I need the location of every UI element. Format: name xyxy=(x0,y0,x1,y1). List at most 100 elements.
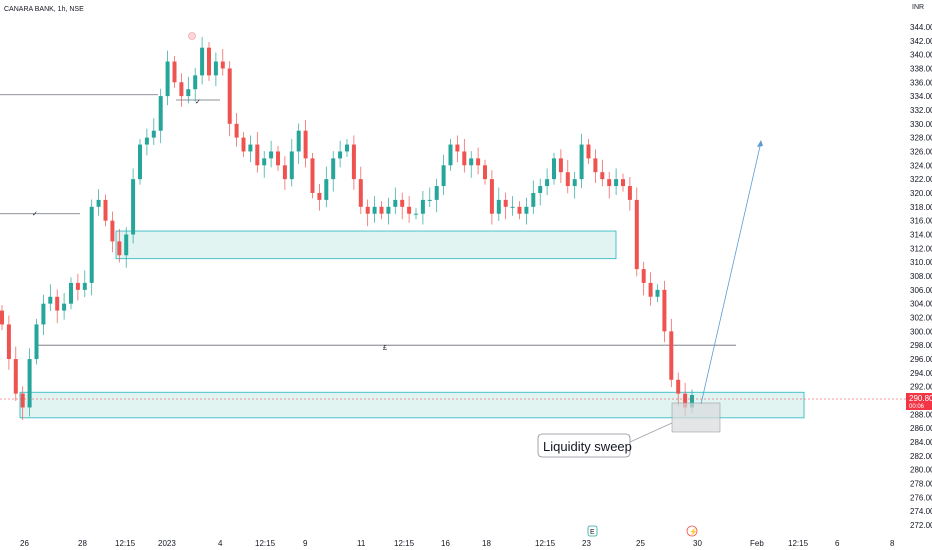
price-tick-label: 318.00 xyxy=(910,203,932,212)
candle-body xyxy=(552,158,556,180)
candle-body xyxy=(503,199,508,207)
candle-body xyxy=(27,359,32,408)
price-tick-label: 282.00 xyxy=(910,452,932,461)
candle-body xyxy=(62,303,67,311)
candle-body xyxy=(372,206,377,214)
candle-body xyxy=(6,324,11,360)
candle-body xyxy=(213,61,218,76)
candle-body xyxy=(262,158,267,166)
candle-body xyxy=(103,199,108,221)
price-tick-label: 278.00 xyxy=(910,480,932,489)
candle-body xyxy=(496,199,501,214)
time-tick-label: 9 xyxy=(303,539,308,548)
candle-body xyxy=(55,296,60,311)
candle-body xyxy=(558,158,563,173)
price-tick-label: 306.00 xyxy=(910,286,932,295)
candle-body xyxy=(365,206,370,214)
candle-body xyxy=(200,47,205,76)
price-tick-label: 334.00 xyxy=(910,92,932,101)
candle-body xyxy=(538,186,543,193)
candle-body xyxy=(75,282,80,290)
candle-body xyxy=(434,186,439,200)
checkmark-label-1: ✓ xyxy=(195,99,201,106)
candle-body xyxy=(0,310,4,325)
candle-body xyxy=(317,192,322,200)
time-tick-label: 30 xyxy=(693,539,702,548)
last-price-countdown: 00:06 xyxy=(909,404,925,410)
time-axis[interactable]: 26 28 12:15 2023 4 12:15 9 11 12:15 16 18 12:15 23 25… xyxy=(20,539,895,548)
price-tick-label: 284.00 xyxy=(910,438,932,447)
candle-body xyxy=(110,220,115,242)
price-tick-label: 286.00 xyxy=(910,424,932,433)
sweep-box[interactable] xyxy=(671,402,721,433)
candle-body xyxy=(593,158,598,173)
price-tick-label: 274.00 xyxy=(910,507,932,516)
candle-body xyxy=(427,199,432,201)
candle-body xyxy=(248,144,253,152)
price-tick-label: 332.00 xyxy=(910,106,932,115)
time-tick-label: 12:15 xyxy=(115,539,136,548)
price-tick-label: 272.00 xyxy=(910,521,932,530)
candle-body xyxy=(545,179,550,187)
candle-body xyxy=(144,137,149,145)
earnings-badge-icon[interactable] xyxy=(587,525,598,537)
candle-body xyxy=(462,151,467,166)
candle-body xyxy=(393,199,398,207)
candle-body xyxy=(138,144,142,180)
time-tick-label: 4 xyxy=(218,539,223,548)
candle-body xyxy=(158,96,163,131)
candle-body xyxy=(96,199,101,207)
candle-body xyxy=(448,144,453,166)
price-tick-label: 326.00 xyxy=(910,147,932,156)
candle-body xyxy=(331,158,336,180)
liquidity-sweep-callout[interactable] xyxy=(537,433,631,458)
projection-arrow-head xyxy=(757,140,763,147)
candle-body xyxy=(165,61,170,97)
candle-body xyxy=(476,158,481,166)
candle-body xyxy=(172,61,177,83)
price-tick-label: 320.00 xyxy=(910,189,932,198)
candle-body xyxy=(20,393,25,408)
candle-body xyxy=(220,61,225,69)
candle-body xyxy=(193,75,198,90)
price-tick-label: 322.00 xyxy=(910,175,932,184)
currency-label: INR xyxy=(912,4,924,11)
candle-body xyxy=(234,123,239,138)
last-price-badge xyxy=(906,393,932,410)
candle-body xyxy=(241,137,246,152)
demand-zone-upper[interactable] xyxy=(115,230,617,260)
price-tick-label: 340.00 xyxy=(910,51,932,60)
symbol-title: CANARA BANK, 1h, NSE xyxy=(4,6,84,13)
candle-body xyxy=(269,151,274,159)
candle-body xyxy=(517,206,522,214)
price-tick-label: 294.00 xyxy=(910,369,932,378)
candle-body xyxy=(469,158,474,166)
price-tick-label: 316.00 xyxy=(910,217,932,226)
price-axis[interactable]: 344.00 342.00 340.00 338.00 336.00 334.00 332.… xyxy=(910,23,932,530)
projection-arrow-line[interactable] xyxy=(700,141,762,405)
price-tick-label: 308.00 xyxy=(910,272,932,281)
candle-body xyxy=(282,165,287,180)
time-tick-label: 28 xyxy=(78,539,87,548)
candle-body xyxy=(648,282,653,297)
time-tick-label: Feb xyxy=(750,539,764,548)
high-marker-icon[interactable] xyxy=(188,32,196,40)
candle-body xyxy=(683,393,688,408)
dividend-badge-icon[interactable] xyxy=(686,525,698,537)
price-tick-label: 342.00 xyxy=(910,37,932,46)
candle-body xyxy=(13,359,18,394)
price-tick-label: 300.00 xyxy=(910,327,932,336)
price-tick-label: 304.00 xyxy=(910,300,932,309)
time-tick-label: 11 xyxy=(357,539,366,548)
candle-body xyxy=(641,269,646,283)
time-tick-label: 12:15 xyxy=(394,539,415,548)
candle-body xyxy=(338,151,343,159)
price-tick-label: 312.00 xyxy=(910,244,932,253)
candle-body xyxy=(441,165,446,187)
candle-body xyxy=(690,395,694,408)
candle-body xyxy=(655,289,660,297)
candle-body xyxy=(627,186,632,200)
candle-body xyxy=(565,172,570,187)
